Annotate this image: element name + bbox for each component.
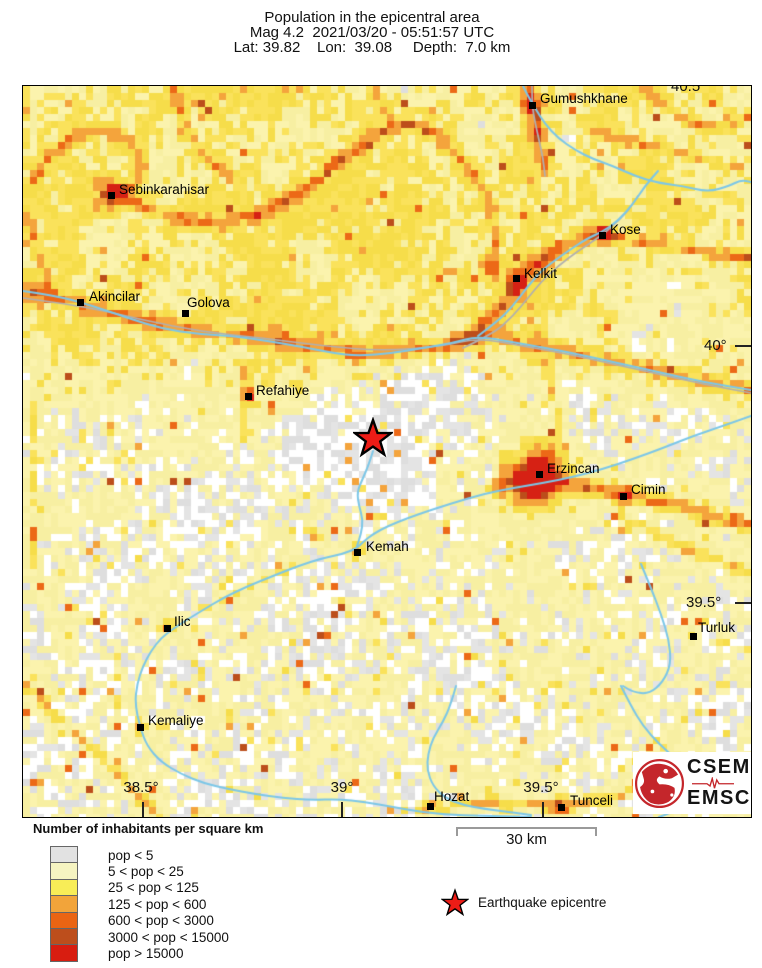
- city-marker-kemaliye: [136, 723, 144, 731]
- city-label-cimin: Cimin: [631, 482, 666, 497]
- logo-text-emsc: EMSC: [687, 787, 751, 809]
- legend-item: 3000 < pop < 15000: [50, 927, 229, 946]
- city-label-erzincan: Erzincan: [547, 461, 600, 476]
- lon-label-0: 38.5°: [123, 779, 159, 796]
- map-title-block: Population in the epicentral area Mag 4.…: [0, 10, 744, 55]
- epicentre-legend-label: Earthquake epicentre: [478, 895, 607, 910]
- event-magnitude-datetime: Mag 4.2 2021/03/20 - 05:51:57 UTC: [249, 24, 495, 41]
- legend-swatch-3: [50, 895, 78, 913]
- city-marker-erzincan: [535, 470, 543, 478]
- city-marker-kose: [598, 231, 606, 239]
- legend-label-0: pop < 5: [108, 847, 154, 863]
- city-label-kemah: Kemah: [366, 539, 409, 554]
- legend-swatch-2: [50, 878, 78, 897]
- seismogram-icon: [692, 777, 734, 789]
- population-density-raster[interactable]: [23, 86, 751, 817]
- lon-label-1: 39°: [330, 779, 354, 796]
- city-marker-akincilar: [76, 298, 84, 306]
- city-label-ilic: Ilic: [174, 614, 191, 629]
- lon-tick-0: [142, 802, 144, 817]
- city-marker-cimin: [619, 492, 627, 500]
- scalebar-label: 30 km: [506, 831, 547, 848]
- city-marker-hozat: [426, 802, 434, 810]
- city-label-gumushkhane: Gumushkhane: [540, 91, 628, 106]
- city-marker-ilic: [163, 624, 171, 632]
- event-coordinates-depth: Lat: 39.82 Lon: 39.08 Depth: 7.0 km: [233, 39, 511, 56]
- legend-item: 25 < pop < 125: [50, 878, 229, 897]
- city-label-sebinkarahisar: Sebinkarahisar: [119, 182, 210, 197]
- page-title: Population in the epicentral area: [264, 9, 480, 26]
- legend-swatch-1: [50, 862, 78, 880]
- city-label-kelkit: Kelkit: [524, 266, 558, 281]
- lat-label-1: 40°: [704, 337, 727, 354]
- logo-text-csem: CSEM: [687, 756, 751, 778]
- epicentre-legend-star-icon: [441, 888, 469, 917]
- city-marker-gumushkhane: [528, 101, 536, 109]
- legend-item: pop > 15000: [50, 944, 229, 962]
- lat-tick-2: [735, 602, 751, 604]
- city-marker-turluk: [689, 632, 697, 640]
- legend-swatch-0: [50, 846, 78, 864]
- scalebar-tick-right: [595, 827, 597, 836]
- city-label-kemaliye: Kemaliye: [148, 713, 204, 728]
- city-marker-sebinkarahisar: [107, 191, 115, 199]
- legend-label-5: 3000 < pop < 15000: [108, 929, 229, 945]
- legend-label-6: pop > 15000: [108, 946, 184, 962]
- lon-tick-1: [341, 802, 343, 817]
- population-map: Gumushkhane Sebinkarahisar Kose Kelkit Akinc…: [22, 85, 752, 818]
- lat-label-2: 39.5°: [686, 594, 722, 611]
- scalebar-line: [456, 827, 597, 829]
- city-label-kose: Kose: [610, 222, 641, 237]
- emsc-globe-icon: [634, 758, 685, 808]
- csem-emsc-logo: CSEM EMSC: [633, 752, 751, 814]
- earthquake-epicentre-star: [353, 417, 393, 458]
- city-label-tunceli: Tunceli: [570, 793, 614, 808]
- city-marker-kelkit: [512, 274, 520, 282]
- legend-label-4: 600 < pop < 3000: [108, 913, 214, 929]
- map-footer: Number of inhabitants per square km pop …: [0, 816, 762, 968]
- city-marker-tunceli: [557, 803, 565, 811]
- legend-swatch-4: [50, 911, 78, 929]
- legend-item: 600 < pop < 3000: [50, 911, 229, 929]
- legend-item: 125 < pop < 600: [50, 895, 229, 913]
- city-label-refahiye: Refahiye: [256, 383, 310, 398]
- legend-label-2: 25 < pop < 125: [108, 880, 199, 896]
- lon-tick-2: [542, 802, 544, 817]
- legend-swatch-6: [50, 944, 78, 962]
- city-label-golova: Golova: [187, 295, 230, 310]
- city-marker-golova: [181, 309, 189, 317]
- legend-label-1: 5 < pop < 25: [108, 864, 184, 880]
- lon-label-2: 39.5°: [523, 779, 559, 796]
- lat-label-0: 40.5°: [671, 85, 707, 95]
- city-label-akincilar: Akincilar: [89, 289, 141, 304]
- city-label-hozat: Hozat: [434, 789, 470, 804]
- legend-item: pop < 5: [50, 846, 229, 864]
- lat-tick-1: [735, 345, 751, 347]
- legend-label-3: 125 < pop < 600: [108, 896, 207, 912]
- city-marker-refahiye: [244, 392, 252, 400]
- scalebar-tick-left: [456, 827, 458, 836]
- legend-item: 5 < pop < 25: [50, 862, 229, 880]
- city-marker-kemah: [353, 548, 361, 556]
- legend-title: Number of inhabitants per square km: [33, 821, 264, 836]
- legend-swatch-5: [50, 927, 78, 946]
- city-label-turluk: Turluk: [698, 620, 736, 635]
